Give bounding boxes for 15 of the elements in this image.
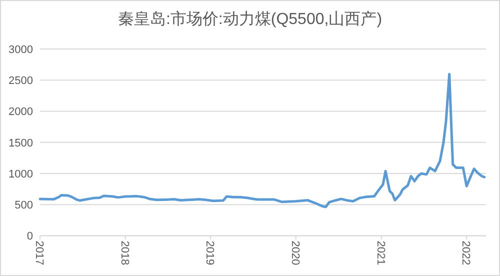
x-tick-label: 2017 (33, 240, 45, 266)
y-tick-label: 3000 (8, 44, 33, 56)
y-tick-label: 500 (14, 200, 33, 212)
y-tick-label: 1000 (8, 168, 33, 180)
x-tick-label: 2018 (118, 240, 130, 266)
x-tick-label: 2022 (460, 240, 472, 266)
y-tick-label: 1500 (8, 137, 33, 150)
y-tick-label: 2000 (8, 106, 33, 118)
line-series (38, 72, 486, 208)
x-tick-label: 2021 (374, 240, 386, 266)
y-tick-label: 0 (26, 230, 33, 243)
x-tick-label: 2020 (288, 240, 301, 266)
chart-title: 秦皇岛:市场价:动力煤(Q5500,山西产) (118, 10, 382, 28)
y-tick-label: 2500 (8, 75, 33, 88)
x-tick-label: 2019 (204, 240, 216, 266)
